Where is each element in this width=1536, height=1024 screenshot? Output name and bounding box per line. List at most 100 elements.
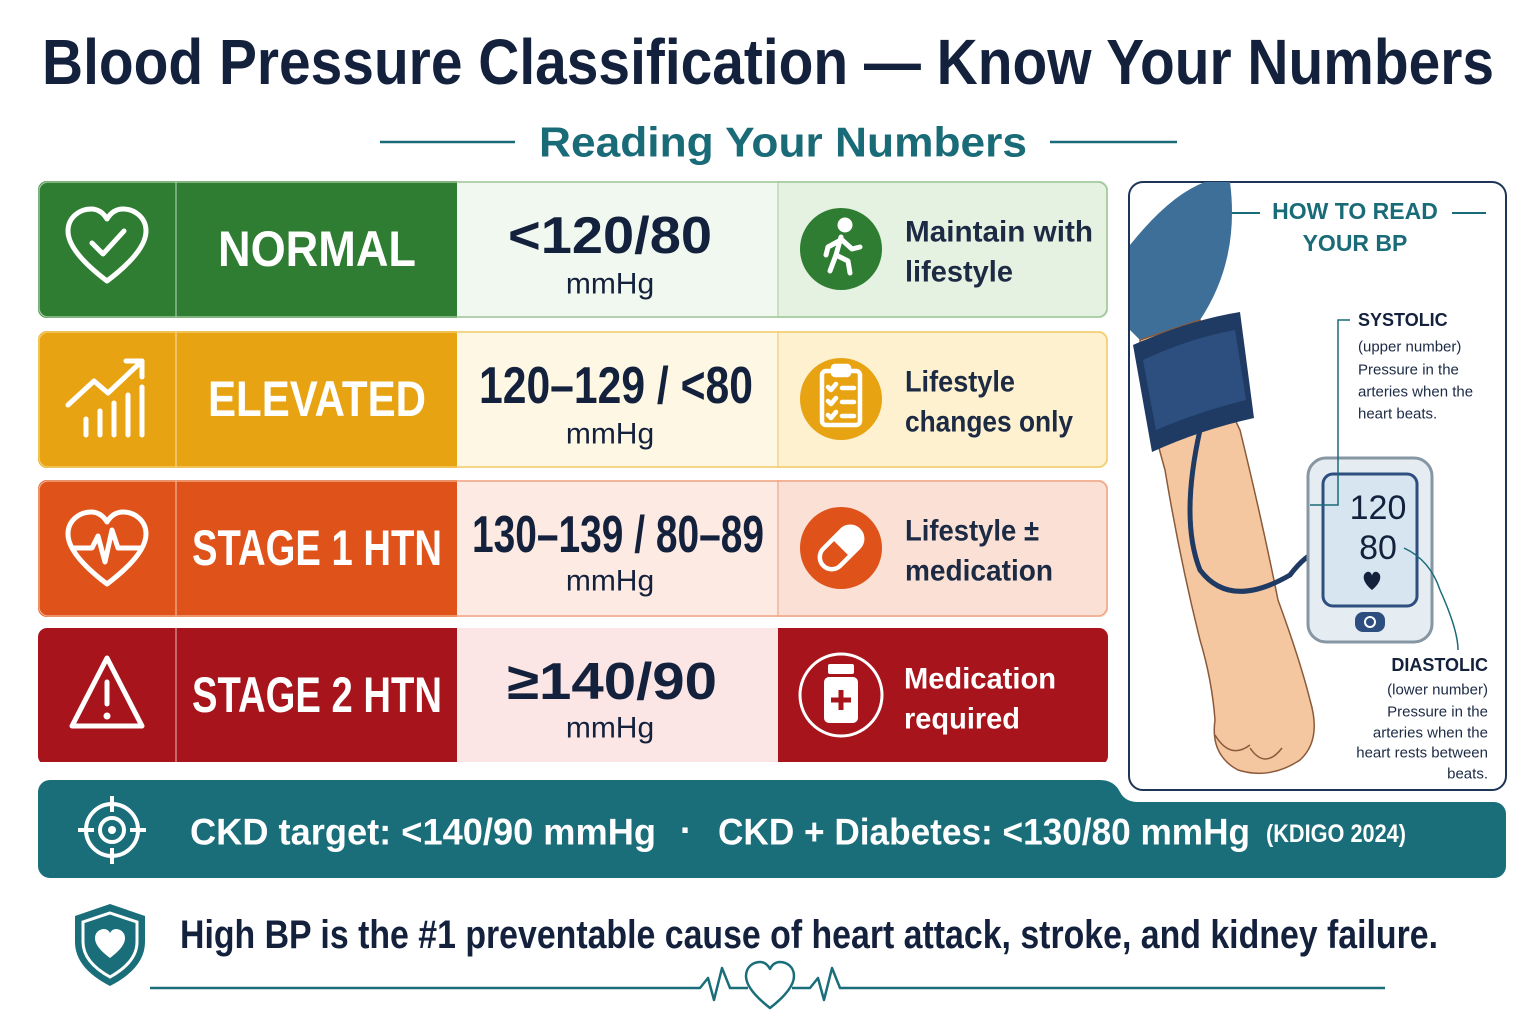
row-normal-part-part [823, 234, 863, 276]
category: NORMAL [218, 221, 416, 277]
row-normal-part [65, 206, 149, 284]
how-to-read-panel-part [1321, 472, 1419, 608]
row-normal-part [823, 217, 863, 276]
systolic-description: Pressure in the [1358, 362, 1459, 379]
diastolic-description: heart rests between [1356, 745, 1488, 762]
action-line: changes only [905, 406, 1073, 439]
diastolic-description: arteries when the [1373, 725, 1488, 742]
panel-title: YOUR BP [1303, 230, 1408, 256]
row-stage-1-part-part [832, 526, 863, 557]
row-stage-2: STAGE 2 HTN ≥140/90 mmHg Medication requ… [38, 628, 1108, 762]
row-normal-part-part [457, 181, 778, 318]
action-line: lifestyle [905, 256, 1013, 289]
how-to-read-panel-part [1187, 429, 1321, 594]
diastolic-label: DIASTOLIC [1391, 655, 1488, 675]
footer-rule [150, 960, 1385, 1010]
shield-icon [75, 904, 145, 986]
row-stage-2-part [831, 690, 851, 710]
footer-message: High BP is the #1 preventable cause of h… [180, 913, 1438, 957]
diastolic-description: Pressure in the [1387, 704, 1488, 721]
reading: 120–129 / <80 [479, 357, 753, 415]
unit: mmHg [566, 268, 654, 301]
ckd-banner-part [38, 780, 1506, 878]
row-stage-1-part [71, 527, 143, 565]
how-to-read-panel [1128, 181, 1507, 791]
category: STAGE 1 HTN [192, 520, 442, 576]
row-elevated-part-part [123, 358, 145, 380]
systolic-note: (upper number) [1358, 339, 1461, 356]
separator: · [680, 810, 692, 851]
row-normal-part [38, 181, 1108, 318]
unit: mmHg [566, 565, 654, 598]
title: Blood Pressure Classification — Know You… [42, 26, 1494, 98]
row-stage-1-part-part [457, 480, 778, 617]
row-elevated-part-part [830, 363, 852, 378]
ckd-banner-part [108, 826, 116, 834]
row-stage-1-part [38, 480, 1108, 617]
reading: 130–139 / 80–89 [472, 506, 764, 564]
ckd-diabetes: CKD + Diabetes: <130/80 mmHg [718, 812, 1250, 853]
how-to-read-panel-part [1403, 547, 1459, 651]
how-to-read-panel-part [1310, 319, 1350, 506]
action-line: Medication [904, 663, 1056, 696]
row-stage-2-part [103, 712, 111, 720]
row-stage-2-part [69, 655, 145, 729]
row-normal-part [89, 228, 127, 257]
unit: mmHg [566, 418, 654, 451]
row-elevated-part [819, 363, 863, 428]
how-to-read-panel-part [1130, 182, 1232, 340]
row-stage-2-part [798, 652, 884, 738]
row-elevated-part-part [457, 331, 778, 468]
row-elevated-part-part [83, 384, 145, 438]
row-stage-2-part [38, 628, 1108, 762]
category: STAGE 2 HTN [192, 667, 442, 723]
panel-title: HOW TO READ [1272, 198, 1438, 224]
action-line: Lifestyle [905, 366, 1015, 399]
row-normal-part [38, 181, 1108, 318]
monitor-diastolic: 80 [1359, 529, 1397, 567]
ckd-target: CKD target: <140/90 mmHg [190, 812, 656, 853]
row-stage-1-part [38, 480, 1108, 617]
row-stage-2-part-part [828, 664, 854, 674]
action-line: medication [905, 555, 1053, 588]
row-normal: NORMAL <120/80 mmHg Maintain with lifest… [38, 181, 1108, 318]
row-elevated: ELEVATED 120–129 / <80 mmHg Lifestyle ch… [38, 331, 1108, 468]
shield-icon-part [95, 929, 125, 958]
footer-rule-part [744, 960, 796, 1010]
ckd-banner-part [78, 796, 146, 864]
diastolic-description: beats. [1447, 766, 1488, 783]
unit: mmHg [566, 712, 654, 745]
row-elevated-part-part [825, 381, 857, 421]
action-line: required [904, 703, 1020, 736]
row-elevated-part-part [65, 358, 145, 408]
row-elevated-part [38, 331, 1108, 468]
action-line: Lifestyle ± [905, 515, 1039, 548]
row-stage-1: STAGE 1 HTN 130–139 / 80–89 mmHg Lifesty… [38, 480, 1108, 617]
ckd-banner [38, 780, 1506, 878]
how-to-read-panel-part [1355, 612, 1385, 632]
subtitle: Reading Your Numbers [539, 119, 1027, 166]
ckd-banner-part-part [78, 796, 146, 864]
row-stage-1-part [817, 524, 865, 572]
shield-icon-part [81, 911, 139, 979]
diastolic-note: (lower number) [1387, 682, 1488, 699]
reading: ≥140/90 [507, 653, 717, 711]
row-elevated-part [65, 358, 145, 438]
footer-rule-part [150, 966, 748, 1002]
row-stage-1-part [65, 509, 149, 587]
row-normal-part-part [837, 217, 853, 233]
how-to-read-panel-part [1214, 734, 1283, 760]
action-line: Maintain with [905, 216, 1093, 249]
ckd-banner-part-part [98, 816, 126, 844]
category: ELEVATED [208, 371, 426, 427]
how-to-read-panel-part [1143, 330, 1246, 430]
row-normal-part [800, 208, 882, 290]
systolic-description: arteries when the [1358, 384, 1473, 401]
footer-rule-part [792, 966, 1385, 1002]
monitor-systolic: 120 [1350, 489, 1407, 527]
how-to-read-panel-part [1363, 571, 1381, 590]
source: (KDIGO 2024) [1266, 820, 1406, 848]
reading: <120/80 [508, 207, 712, 265]
systolic-label: SYSTOLIC [1358, 310, 1448, 330]
